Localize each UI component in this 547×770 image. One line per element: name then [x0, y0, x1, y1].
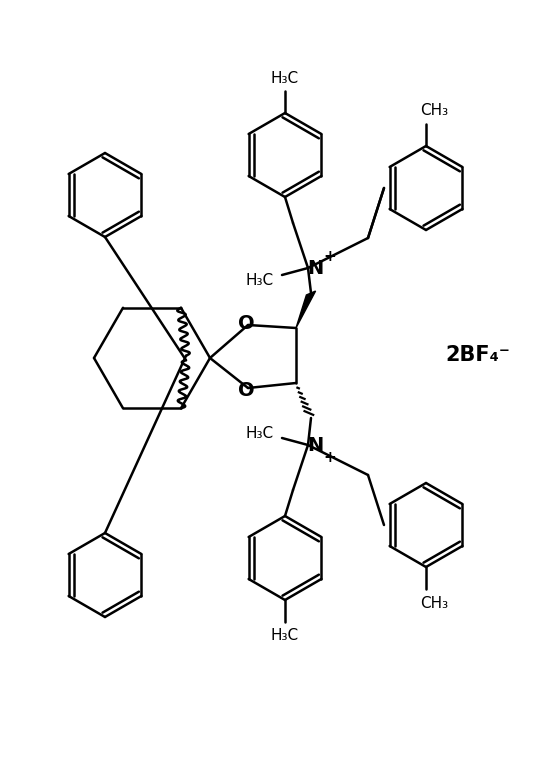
Text: N: N [307, 436, 323, 454]
Text: 2BF₄⁻: 2BF₄⁻ [445, 345, 510, 365]
Text: H₃C: H₃C [271, 71, 299, 85]
Text: CH₃: CH₃ [420, 595, 448, 611]
Text: O: O [238, 313, 254, 333]
Polygon shape [296, 291, 316, 328]
Text: H₃C: H₃C [246, 426, 274, 440]
Text: +: + [324, 249, 336, 263]
Text: +: + [324, 450, 336, 464]
Text: N: N [307, 259, 323, 277]
Text: H₃C: H₃C [246, 273, 274, 287]
Text: O: O [238, 380, 254, 400]
Text: H₃C: H₃C [271, 628, 299, 644]
Text: CH₃: CH₃ [420, 102, 448, 118]
